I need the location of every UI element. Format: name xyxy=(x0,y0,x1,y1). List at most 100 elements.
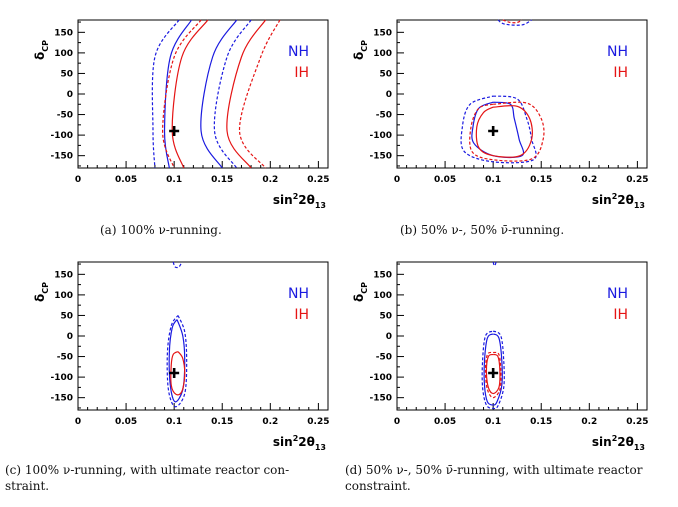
y-tick-label: -50 xyxy=(57,353,73,363)
x-axis-label: sin22θ13 xyxy=(592,434,645,452)
caption-c: (c) 100% ν-running, with ultimate reacto… xyxy=(5,463,290,493)
nh-dashed-contour xyxy=(460,95,537,164)
x-tick-label: 0.2 xyxy=(581,417,597,427)
x-axis-label: sin22θ13 xyxy=(592,192,645,210)
x-tick-label: 0.05 xyxy=(434,417,456,427)
y-tick-label: 100 xyxy=(373,49,392,59)
y-tick-label: 150 xyxy=(373,270,392,280)
y-tick-label: 50 xyxy=(379,69,392,79)
y-axis-label: δCP xyxy=(352,282,369,302)
true-value-marker xyxy=(488,126,499,136)
nh-solid-contour xyxy=(163,19,192,169)
nh-dashed-contour xyxy=(492,261,497,267)
y-tick-label: 50 xyxy=(60,311,73,321)
true-value-marker xyxy=(169,126,180,136)
nh-solid-contour xyxy=(483,333,503,406)
nh-solid-contour xyxy=(200,19,238,169)
caption-b: (b) 50% ν-, 50% ν̄-running. xyxy=(400,223,565,237)
legend-ih: IH xyxy=(294,65,309,81)
legend-nh: NH xyxy=(288,44,309,60)
y-tick-label: 100 xyxy=(54,291,73,301)
x-tick-label: 0.05 xyxy=(115,417,137,427)
y-tick-label: -100 xyxy=(369,373,392,383)
ih-solid-contour xyxy=(171,19,209,169)
x-tick-label: 0.05 xyxy=(434,175,456,185)
ih-dashed-contour xyxy=(484,351,502,399)
x-tick-label: 0.15 xyxy=(530,417,552,427)
x-tick-label: 0.25 xyxy=(307,417,329,427)
legend-ih: IH xyxy=(613,65,628,81)
y-tick-label: -100 xyxy=(50,131,73,141)
y-tick-label: -100 xyxy=(50,373,73,383)
y-axis-label: δCP xyxy=(33,282,50,302)
nh-solid-contour xyxy=(168,319,186,403)
x-tick-label: 0.1 xyxy=(485,417,501,427)
true-value-marker xyxy=(169,368,180,378)
x-tick-label: 0.15 xyxy=(211,417,233,427)
ih-dashed-contour xyxy=(469,101,545,162)
nh-dashed-contour xyxy=(151,19,180,169)
x-tick-label: 0.05 xyxy=(115,175,137,185)
ih-dashed-contour xyxy=(238,19,281,169)
legend-ih: IH xyxy=(613,307,628,323)
y-axis-label: δCP xyxy=(33,40,50,60)
y-tick-label: -150 xyxy=(369,152,392,162)
y-tick-label: 0 xyxy=(67,90,73,100)
x-tick-label: 0 xyxy=(75,417,81,427)
y-tick-label: 150 xyxy=(54,28,73,38)
y-tick-label: 150 xyxy=(373,28,392,38)
y-tick-label: 50 xyxy=(379,311,392,321)
nh-dashed-contour xyxy=(481,330,505,410)
y-axis-label: δCP xyxy=(352,40,369,60)
nh-dashed-contour xyxy=(172,261,183,269)
x-tick-label: 0.2 xyxy=(262,417,278,427)
caption-d: (d) 50% ν-, 50% ν̄-running, with ultimat… xyxy=(345,463,643,493)
y-tick-label: 0 xyxy=(67,332,73,342)
legend-nh: NH xyxy=(607,286,628,302)
y-tick-label: -150 xyxy=(50,394,73,404)
y-tick-label: 100 xyxy=(373,291,392,301)
y-tick-label: -150 xyxy=(369,394,392,404)
ih-solid-contour xyxy=(226,19,267,169)
y-tick-label: -100 xyxy=(369,131,392,141)
panel-c: 0 0.05 0.1 0.15 0.2 0.25 -150 -100 -50 0 50 100 150 s… xyxy=(33,261,329,452)
y-tick-label: 50 xyxy=(60,69,73,79)
plot-frame xyxy=(396,261,648,411)
legend-nh: NH xyxy=(288,286,309,302)
x-tick-label: 0.1 xyxy=(166,417,182,427)
x-tick-label: 0 xyxy=(75,175,81,185)
panel-d: 0 0.05 0.1 0.15 0.2 0.25 -150 -100 -50 0 50 100 150 s… xyxy=(352,261,648,452)
x-axis-label: sin22θ13 xyxy=(273,434,326,452)
caption-a: (a) 100% ν-running. xyxy=(100,223,222,237)
x-tick-label: 0.1 xyxy=(485,175,501,185)
y-tick-label: -50 xyxy=(376,111,392,121)
ih-solid-contour xyxy=(475,105,533,158)
x-axis-label: sin22θ13 xyxy=(273,192,326,210)
y-tick-label: -50 xyxy=(376,353,392,363)
nh-dashed-contour xyxy=(213,19,252,169)
ih-dashed-contour xyxy=(502,19,523,24)
panel-b: 0 0.05 0.1 0.15 0.2 0.25 -150 -100 -50 0 50 100 150 s… xyxy=(352,19,648,210)
ih-dashed-contour xyxy=(162,19,202,169)
x-tick-label: 0.25 xyxy=(626,417,648,427)
x-tick-label: 0.25 xyxy=(626,175,648,185)
x-tick-label: 0.15 xyxy=(211,175,233,185)
true-value-marker xyxy=(488,368,499,378)
y-tick-label: 150 xyxy=(54,270,73,280)
x-tick-label: 0 xyxy=(394,175,400,185)
x-tick-label: 0 xyxy=(394,417,400,427)
x-tick-label: 0.15 xyxy=(530,175,552,185)
nh-dashed-contour xyxy=(166,315,188,408)
plot-frame xyxy=(77,19,329,169)
x-tick-label: 0.2 xyxy=(581,175,597,185)
ih-solid-contour xyxy=(170,351,186,396)
panel-a: 0 0.05 0.1 0.15 0.2 0.25 -150 -100 -50 0 50 100 150 s… xyxy=(33,19,329,210)
y-tick-label: 0 xyxy=(386,90,392,100)
y-tick-label: 0 xyxy=(386,332,392,342)
ih-solid-contour xyxy=(485,353,501,395)
x-tick-label: 0.1 xyxy=(166,175,182,185)
y-tick-label: -50 xyxy=(57,111,73,121)
y-tick-label: 100 xyxy=(54,49,73,59)
legend-nh: NH xyxy=(607,44,628,60)
